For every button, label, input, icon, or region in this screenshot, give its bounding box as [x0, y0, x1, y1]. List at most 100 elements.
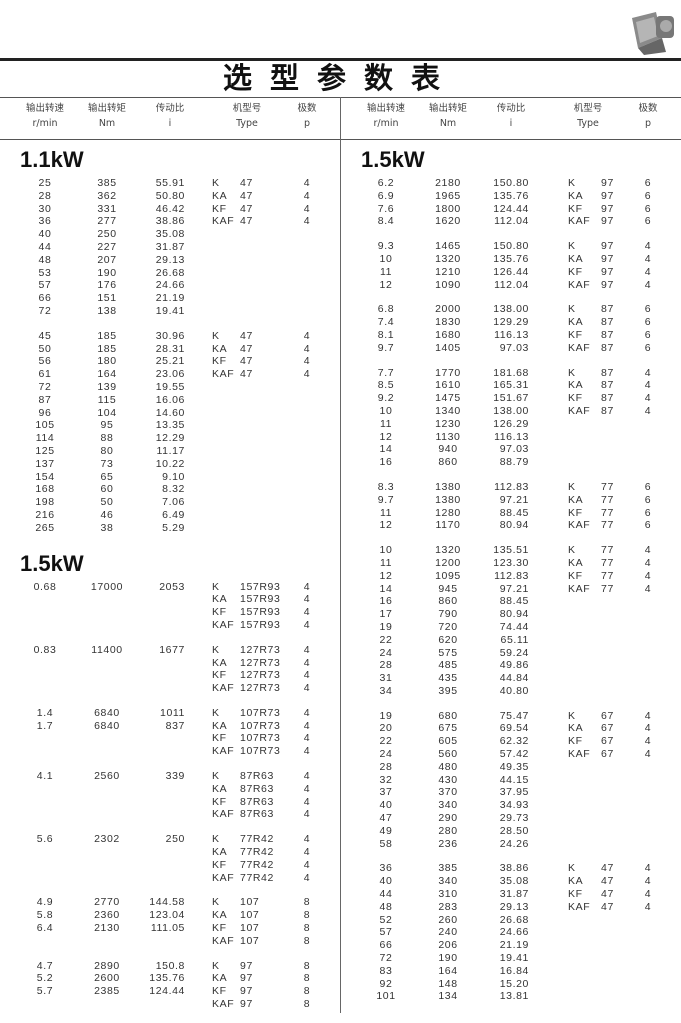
model-group: 6.2 2180 150.80 K 97 6 6.9 1965 135.76 KA 97 6 7.6 18… [341, 177, 681, 228]
cell-torque: 60 [100, 483, 114, 496]
table-row: KA 127R73 4 [0, 657, 340, 670]
cell-poles: 4 [303, 618, 311, 631]
cell-ratio: 339 [165, 770, 185, 783]
cell-speed: 40 [38, 228, 52, 241]
cell-poles: 4 [303, 189, 311, 202]
cell-torque: 164 [97, 368, 117, 381]
cell-poles: 4 [303, 795, 311, 808]
cell-ratio: 75.47 [499, 709, 529, 722]
cell-type-size: 87R63 [240, 795, 274, 808]
cell-type-series: KF [212, 922, 227, 935]
cell-poles: 8 [303, 934, 311, 947]
cell-type-series: KAF [568, 404, 591, 417]
cell-speed: 1.4 [36, 706, 54, 719]
cell-torque: 46 [100, 508, 114, 521]
cell-torque: 485 [438, 659, 458, 672]
cell-type-series: KA [212, 656, 228, 669]
header-unit: r/min [373, 118, 399, 129]
table-row: 1.4 6840 1011 K 107R73 4 [0, 707, 340, 720]
cell-speed: 198 [35, 496, 55, 509]
cell-ratio: 135.76 [493, 189, 529, 202]
cell-ratio: 88.45 [499, 595, 529, 608]
cell-poles: 4 [303, 215, 311, 228]
cell-torque: 1090 [435, 278, 461, 291]
cell-poles: 4 [644, 278, 652, 291]
cell-ratio: 30.96 [155, 329, 185, 342]
cell-speed: 16 [379, 456, 393, 469]
cell-type-series: KA [568, 556, 584, 569]
cell-type-size: 127R73 [240, 643, 281, 656]
table-row: 114 88 12.29 [0, 432, 340, 445]
cell-torque: 1095 [435, 569, 461, 582]
cell-poles: 4 [303, 606, 311, 619]
cell-torque: 240 [438, 926, 458, 939]
cell-ratio: 44.84 [499, 672, 529, 685]
cell-poles: 4 [644, 569, 652, 582]
cell-torque: 1340 [435, 404, 461, 417]
cell-torque: 236 [438, 837, 458, 850]
cell-torque: 6840 [94, 719, 120, 732]
cell-speed: 14 [379, 582, 393, 595]
cell-ratio: 8.32 [162, 483, 185, 496]
table-row: 4.1 2560 339 K 87R63 4 [0, 770, 340, 783]
cell-torque: 283 [438, 900, 458, 913]
table-row: 53 190 26.68 [0, 267, 340, 280]
cell-speed: 16 [379, 595, 393, 608]
cell-type-size: 87 [601, 328, 614, 341]
header-ratio: 传动比 i [476, 101, 546, 131]
cell-poles: 4 [303, 368, 311, 381]
table-row: 9.3 1465 150.80 K 97 4 [341, 240, 681, 253]
cell-torque: 310 [438, 888, 458, 901]
cell-ratio: 151.67 [493, 392, 529, 405]
table-row: 168 60 8.32 [0, 483, 340, 496]
header-unit: Nm [439, 118, 457, 129]
table-row: 14 945 97.21 KAF 77 4 [341, 583, 681, 596]
cell-ratio: 181.68 [493, 366, 529, 379]
cell-ratio: 116.13 [494, 430, 529, 443]
table-row: 9.7 1380 97.21 KA 77 6 [341, 494, 681, 507]
table-row: 6.9 1965 135.76 KA 97 6 [341, 190, 681, 203]
header-label-cn: 机型号 [232, 103, 262, 114]
cell-type-series: KF [568, 735, 583, 748]
cell-type-series: K [212, 833, 220, 846]
table-row: 5.2 2600 135.76 KA 97 8 [0, 972, 340, 985]
cell-speed: 12 [379, 430, 393, 443]
cell-poles: 6 [644, 341, 652, 354]
table-row: 11 1210 126.44 KF 97 4 [341, 266, 681, 279]
cell-torque: 148 [438, 977, 458, 990]
cell-type-series: KF [212, 355, 227, 368]
cell-torque: 790 [438, 608, 458, 621]
cell-speed: 44 [379, 888, 393, 901]
column-divider [340, 97, 341, 1013]
cell-poles: 4 [644, 862, 652, 875]
cell-type-size: 157R93 [240, 580, 281, 593]
cell-type-series: KAF [212, 934, 235, 947]
cell-speed: 28 [379, 760, 393, 773]
cell-ratio: 62.32 [499, 735, 529, 748]
table-row: 58 236 24.26 [341, 838, 681, 851]
cell-speed: 8.4 [377, 215, 395, 228]
cell-ratio: 111.05 [150, 922, 185, 935]
table-row: KAF 77R42 4 [0, 872, 340, 885]
cell-speed: 7.6 [377, 202, 395, 215]
cell-speed: 61 [38, 368, 52, 381]
table-row: 22 620 65.11 [341, 634, 681, 647]
cell-type-size: 77 [601, 582, 614, 595]
cell-torque: 6840 [94, 706, 120, 719]
cell-poles: 4 [303, 732, 311, 745]
cell-speed: 36 [379, 862, 393, 875]
table-row: 49 280 28.50 [341, 825, 681, 838]
cell-type-size: 107 [240, 909, 260, 922]
cell-ratio: 69.54 [499, 722, 529, 735]
cell-speed: 32 [379, 773, 393, 786]
cell-ratio: 13.35 [155, 419, 185, 432]
cell-speed: 10 [379, 252, 393, 265]
cell-torque: 340 [438, 875, 458, 888]
cell-poles: 8 [303, 972, 311, 985]
cell-ratio: 116.13 [494, 328, 529, 341]
table-row: KF 107R73 4 [0, 732, 340, 745]
cell-torque: 185 [97, 329, 117, 342]
cell-ratio: 35.08 [499, 875, 529, 888]
cell-ratio: 2053 [159, 580, 185, 593]
cell-speed: 96 [38, 406, 52, 419]
